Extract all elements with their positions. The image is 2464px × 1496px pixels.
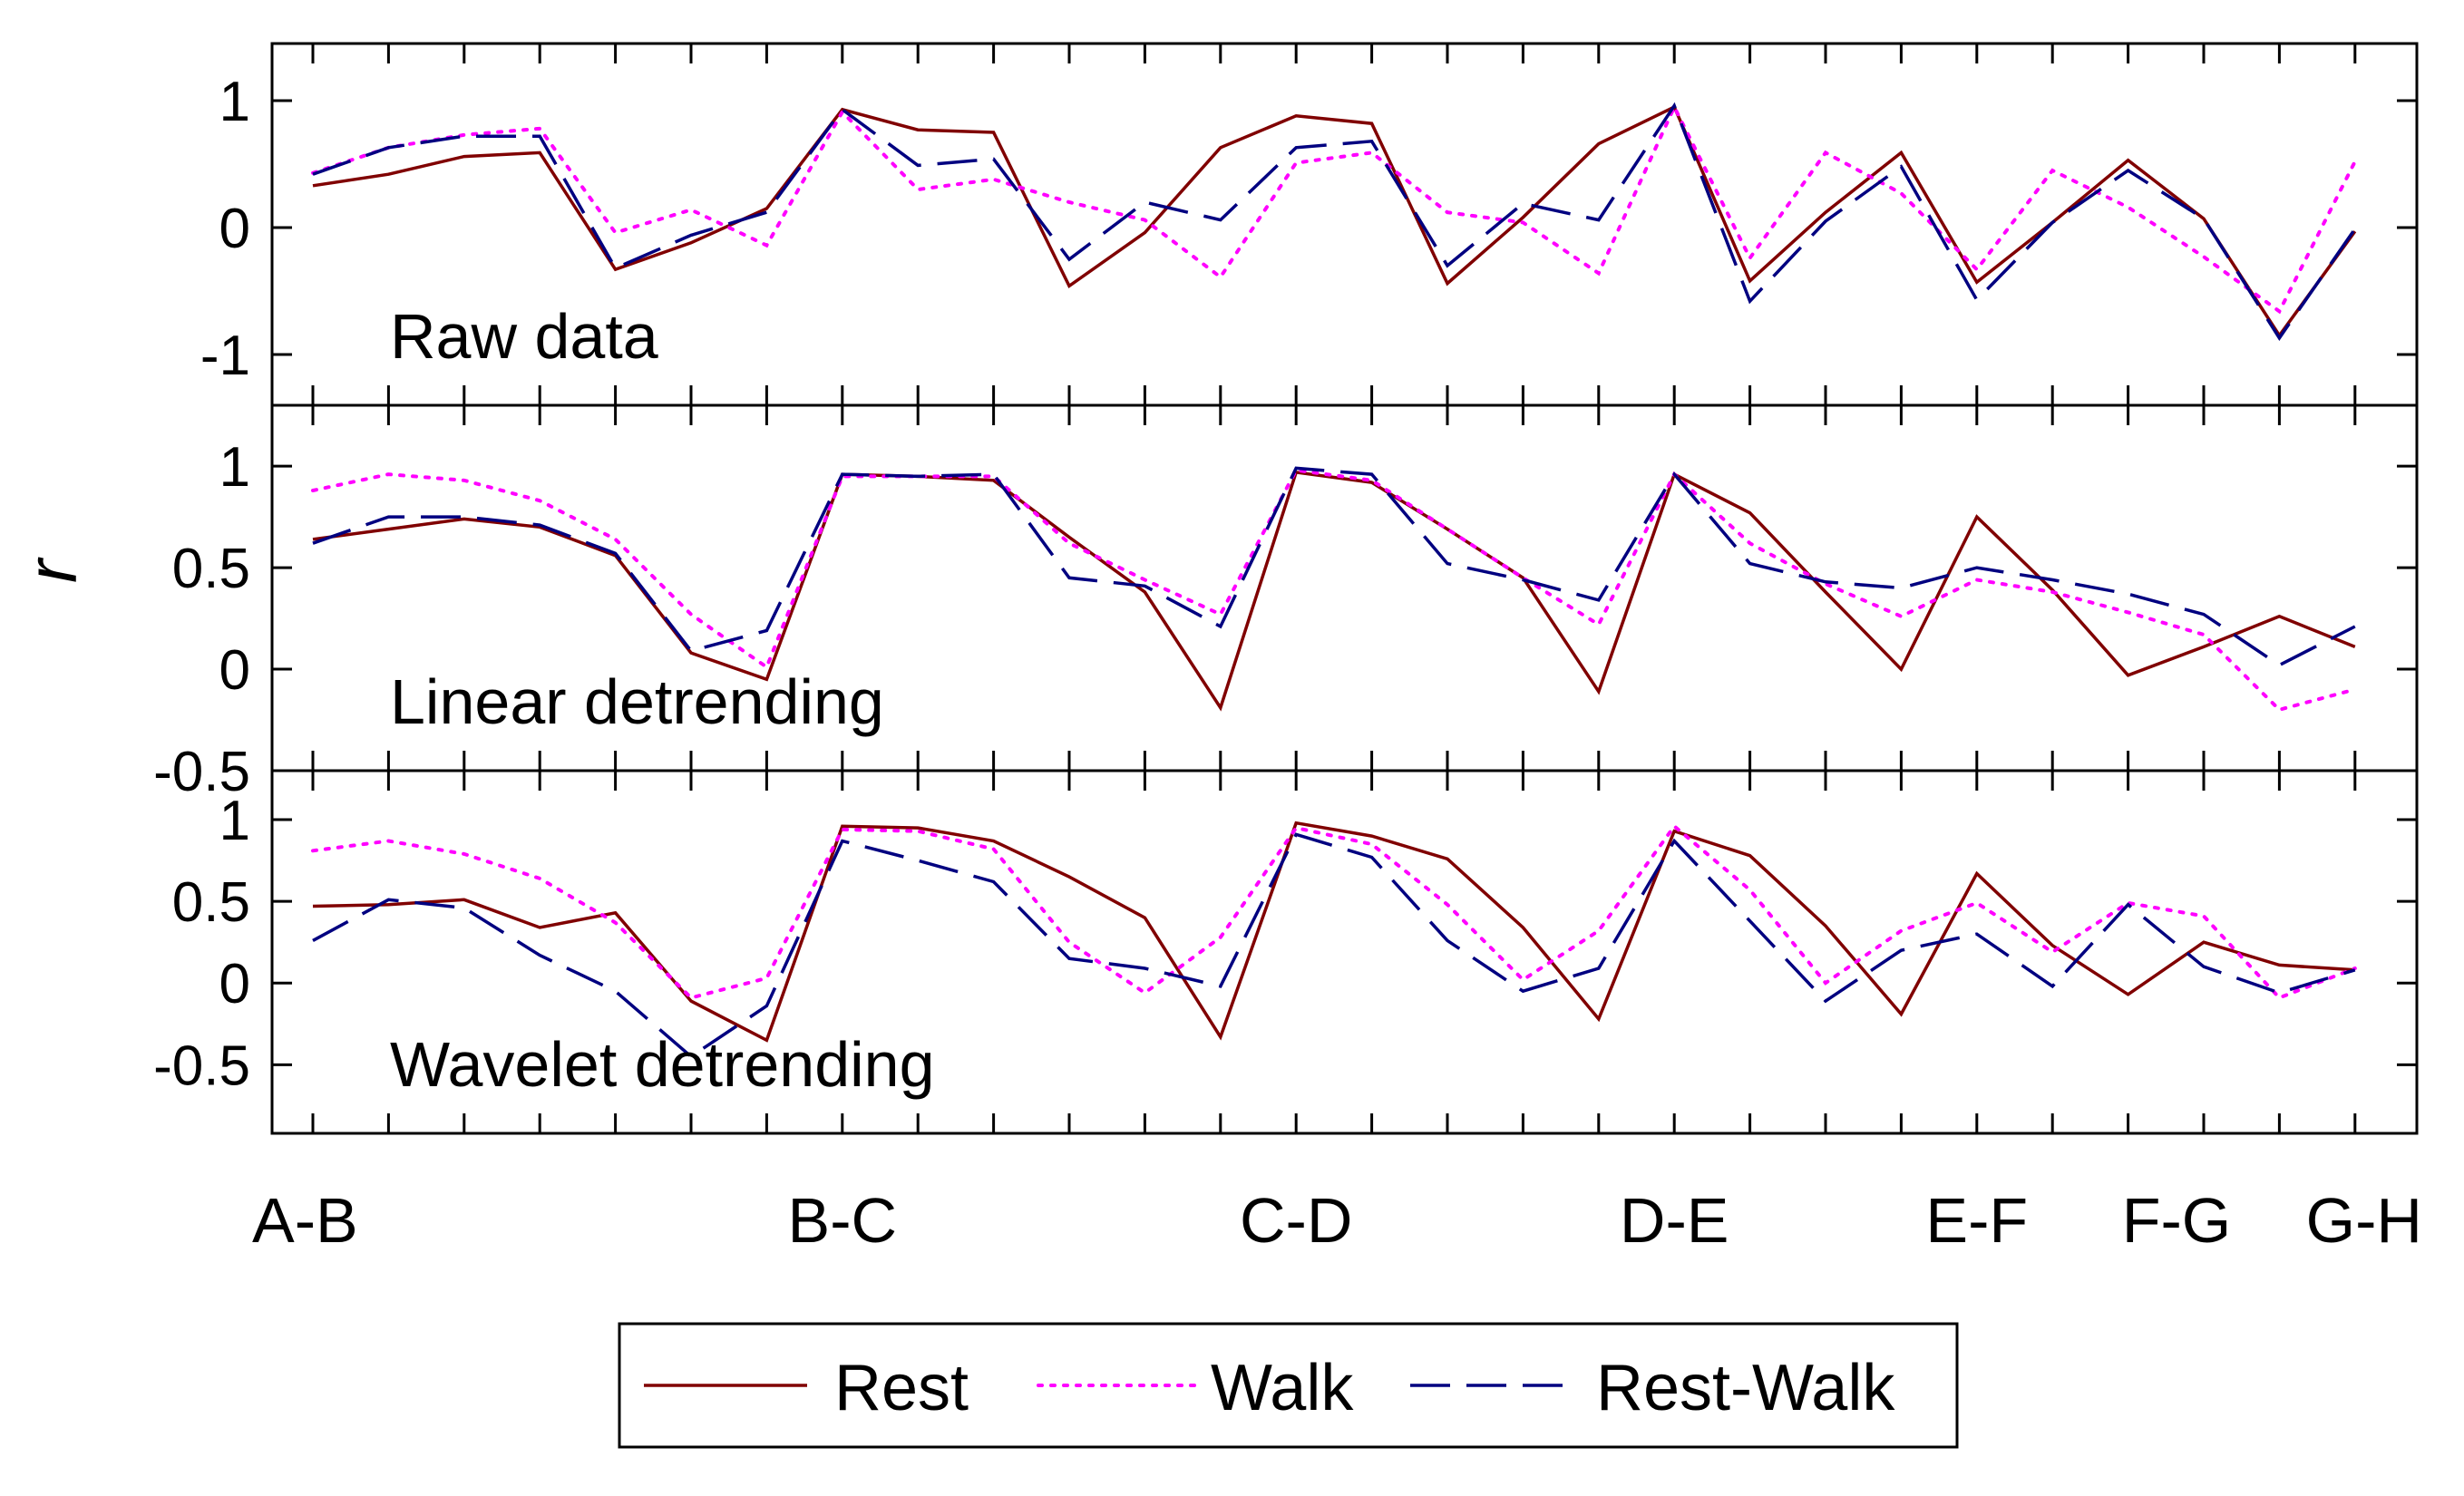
y-tick-label: 1 — [219, 436, 250, 499]
x-category-label: E-F — [1925, 1185, 2028, 1256]
y-tick-label: 0.5 — [172, 538, 250, 600]
x-category-label: A-B — [252, 1185, 358, 1256]
panel-title: Wavelet detrending — [390, 1029, 935, 1100]
y-tick-label: -1 — [200, 325, 250, 387]
x-category-label: D-E — [1620, 1185, 1729, 1256]
panel-2: -0.5 0 0.5 1 Linear detrending — [153, 403, 2419, 803]
series-line-rest-walk — [312, 832, 2356, 1059]
x-category-label: F-G — [2122, 1185, 2232, 1256]
y-tick-label: 1 — [219, 71, 250, 133]
y-tick-label: 1 — [219, 790, 250, 852]
series-line-walk — [311, 823, 2357, 1000]
series-line-rest — [312, 821, 2355, 1043]
panel-frame — [270, 769, 2419, 1135]
y-tick-label: 0 — [219, 953, 250, 1015]
legend-label: Rest — [834, 1352, 969, 1424]
series-line-rest-walk — [312, 466, 2356, 667]
series-line-walk — [311, 102, 2357, 315]
y-tick-label: -0.5 — [153, 741, 250, 803]
panel-title: Linear detrending — [390, 666, 884, 737]
legend-label: Rest-Walk — [1596, 1352, 1895, 1424]
y-tick-label: 0 — [219, 198, 250, 260]
legend-label: Walk — [1211, 1352, 1354, 1424]
x-category-label: C-D — [1240, 1185, 1352, 1256]
x-category-label: B-C — [788, 1185, 898, 1256]
y-tick-label: 0.5 — [172, 871, 250, 934]
series-line-rest — [312, 104, 2357, 339]
series-line-rest-walk — [312, 102, 2357, 341]
legend-box — [618, 1322, 1959, 1449]
y-axis-label: r — [12, 557, 92, 583]
panel-title: Raw data — [390, 301, 658, 372]
x-category-label: G-H — [2306, 1185, 2422, 1256]
panel-3: -0.5 0 0.5 1 Wavelet detrending — [153, 769, 2419, 1135]
series-line-walk — [311, 468, 2357, 713]
panel-1: -1 0 1 Raw data — [200, 42, 2419, 407]
y-tick-label: 0 — [219, 639, 250, 702]
legend: Rest Walk Rest-Walk — [618, 1322, 1959, 1449]
y-tick-label: -0.5 — [153, 1035, 250, 1097]
